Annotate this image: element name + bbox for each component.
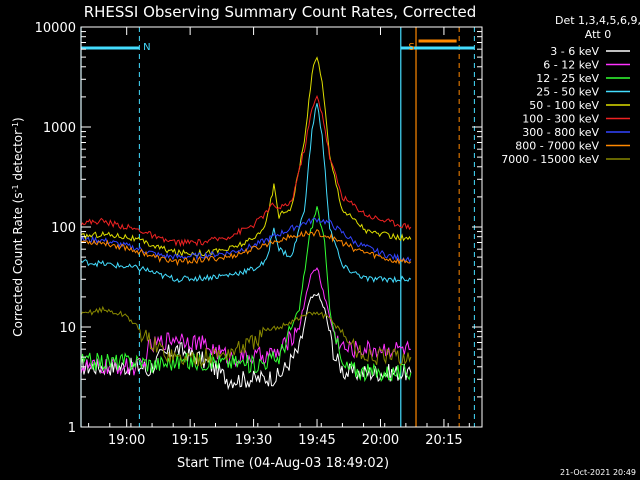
series-line-5 xyxy=(80,94,412,248)
x-axis-label: Start Time (04-Aug-03 18:49:02) xyxy=(177,456,389,471)
y-axis-label-sup2: -1 xyxy=(11,122,20,130)
y-tick-label-2: 100 xyxy=(51,221,76,236)
x-tick-label-3: 19:45 xyxy=(298,433,335,448)
x-tick-label-0: 19:00 xyxy=(108,433,145,448)
y-tick-label-1: 10 xyxy=(59,321,76,336)
y-tick-label-0: 1 xyxy=(68,421,76,436)
legend-label-3: 25 - 50 keV xyxy=(536,86,599,99)
legend-label-7: 800 - 7000 keV xyxy=(515,140,599,153)
legend-label-5: 100 - 300 keV xyxy=(522,113,599,126)
y-axis-label-sup1: -1 xyxy=(11,184,20,192)
x-tick-label-5: 20:15 xyxy=(425,433,462,448)
x-tick-label-1: 19:15 xyxy=(171,433,208,448)
x-ticks: 19:00 19:15 19:30 19:45 20:00 20:15 xyxy=(88,27,470,448)
legend-label-0: 3 - 6 keV xyxy=(550,45,599,58)
series-line-2 xyxy=(80,206,412,383)
series-line-6 xyxy=(80,217,412,263)
legend-label-1: 6 - 12 keV xyxy=(543,59,599,72)
marker-label-0: N xyxy=(143,42,150,53)
legend-header-line2: Att 0 xyxy=(585,28,611,41)
x-tick-label-2: 19:30 xyxy=(235,433,272,448)
y-axis-label-mid: detector xyxy=(11,130,25,185)
series-line-8 xyxy=(80,305,412,368)
series-line-4 xyxy=(80,56,412,258)
chart-title: RHESSI Observing Summary Count Rates, Co… xyxy=(84,3,477,21)
series-line-7 xyxy=(80,228,412,267)
legend-label-8: 7000 - 15000 keV xyxy=(501,153,599,166)
y-tick-label-4: 10000 xyxy=(35,21,76,36)
legend-label-2: 12 - 25 keV xyxy=(536,72,599,85)
y-axis-label-end: ) xyxy=(11,117,25,122)
marker-label-1: S xyxy=(408,42,414,53)
legend-header-line1: Det 1,3,4,5,6,9, xyxy=(555,14,640,27)
legend-label-6: 300 - 800 keV xyxy=(522,126,599,139)
y-ticks: 1 10 100 1000 10000 xyxy=(35,21,482,436)
footer-date: 21-Oct-2021 20:49 xyxy=(560,468,636,477)
legend-label-4: 50 - 100 keV xyxy=(529,99,599,112)
y-tick-label-3: 1000 xyxy=(43,121,76,136)
series-line-3 xyxy=(80,103,412,284)
series-layer xyxy=(80,56,412,391)
y-axis-label-base: Corrected Count Rate (s xyxy=(11,192,25,336)
x-tick-label-4: 20:00 xyxy=(362,433,399,448)
y-axis-label: Corrected Count Rate (s-1 detector-1) xyxy=(11,117,25,336)
